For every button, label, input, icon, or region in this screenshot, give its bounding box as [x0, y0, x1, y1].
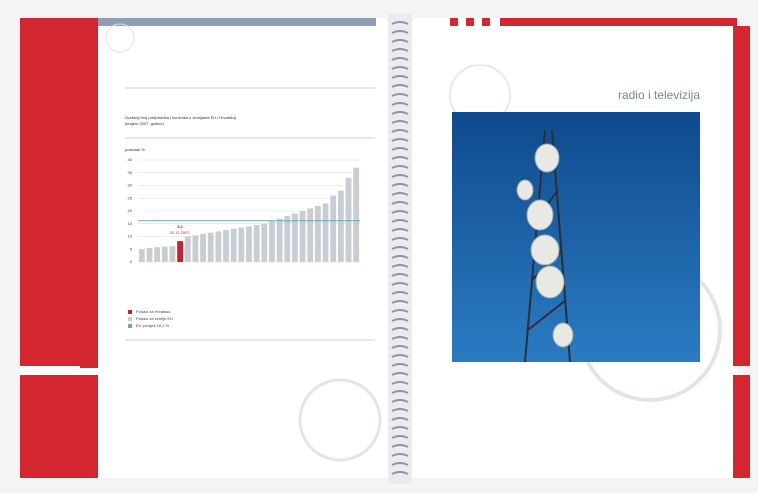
red-band-lower — [20, 375, 98, 478]
bar — [215, 231, 221, 262]
legend-label: Podaci za zemlje EU — [136, 316, 173, 321]
red-column-lower — [733, 375, 750, 478]
bar — [177, 241, 183, 262]
bar — [154, 247, 160, 262]
y-tick-label: 20 — [128, 208, 133, 213]
bar — [353, 168, 359, 262]
bar — [223, 230, 229, 262]
bar — [338, 191, 344, 262]
bar — [307, 208, 313, 262]
bar — [284, 216, 290, 262]
red-block — [450, 18, 458, 26]
bar — [200, 234, 206, 262]
y-tick-label: 35 — [128, 170, 133, 175]
red-block — [482, 18, 490, 26]
tower-photo — [452, 112, 700, 362]
bar — [315, 206, 321, 262]
bar — [193, 235, 199, 262]
bar — [170, 246, 176, 262]
legend-swatch — [128, 324, 132, 328]
red-band — [20, 18, 98, 368]
red-block — [466, 18, 474, 26]
y-tick-label: 15 — [128, 221, 133, 226]
annotation-date: 31.12.2007. — [170, 230, 191, 235]
bar — [300, 211, 306, 262]
bar — [346, 178, 352, 262]
y-tick-label: 40 — [128, 157, 133, 162]
red-bar — [500, 18, 737, 26]
brochure-photo: Godišnji broj pretplatnika i korisnika u… — [0, 0, 758, 493]
legend-swatch — [128, 310, 132, 314]
chart-title: Godišnji broj pretplatnika i korisnika u… — [125, 115, 236, 120]
y-tick-label: 10 — [128, 234, 133, 239]
bar — [139, 249, 145, 262]
bar — [246, 226, 252, 262]
bar — [330, 196, 336, 262]
bar — [185, 237, 191, 263]
chart-subtitle: (krajem 2007. godine) — [125, 121, 165, 126]
section-heading: radio i televizija — [618, 88, 700, 102]
red-column — [733, 26, 750, 366]
bar — [269, 221, 275, 262]
bar — [147, 248, 153, 262]
bar — [231, 229, 237, 262]
bar — [254, 225, 260, 262]
annotation-value: 8,2 — [177, 224, 183, 229]
y-axis-label: postotak % — [125, 147, 145, 152]
legend-label: Podaci za Hrvatsku — [136, 309, 170, 314]
white-stripe — [20, 366, 80, 371]
bar — [277, 219, 283, 262]
bar — [323, 203, 329, 262]
legend-label: EU prosjek 16,2 % — [136, 323, 170, 328]
bar — [261, 224, 267, 262]
bar — [208, 233, 214, 262]
y-tick-label: 25 — [128, 195, 133, 200]
y-tick-label: 30 — [128, 183, 133, 188]
top-bar — [98, 18, 376, 26]
legend-swatch — [128, 317, 132, 321]
bar — [238, 228, 244, 262]
bar — [162, 247, 168, 262]
